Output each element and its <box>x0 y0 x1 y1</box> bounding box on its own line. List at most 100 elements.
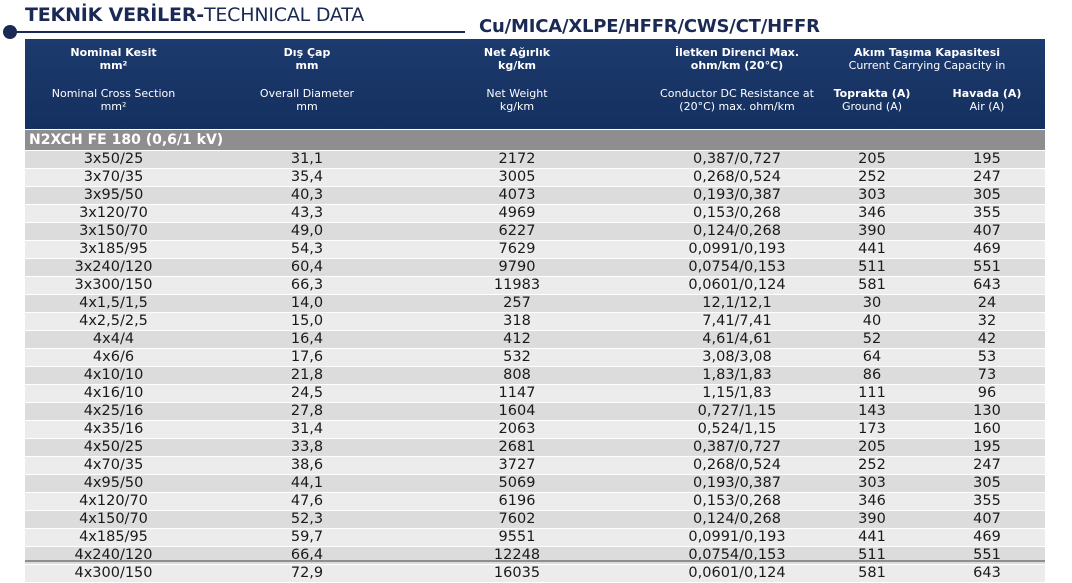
cell-weight: 4969 <box>498 205 536 221</box>
page-title-bold: TEKNİK VERİLER- <box>25 4 204 26</box>
cell-weight: 412 <box>503 331 531 347</box>
cell-weight: 7629 <box>498 241 536 257</box>
cell-cross-section: 4x10/10 <box>83 367 144 383</box>
cell-diameter: 21,8 <box>290 367 324 383</box>
table-row: 3x50/25 31,1 2172 0,387/0,727 205 195 <box>25 151 1045 169</box>
table-row: 4x150/70 52,3 7602 0,124/0,268 390 407 <box>25 511 1045 529</box>
cell-air-capacity: 407 <box>973 511 1001 527</box>
table-row: 4x16/10 24,5 1147 1,15/1,83 111 96 <box>25 385 1045 403</box>
cell-weight: 2681 <box>498 439 536 455</box>
cell-air-capacity: 355 <box>973 493 1001 509</box>
cell-resistance: 0,524/1,15 <box>697 421 777 437</box>
cell-diameter: 24,5 <box>290 385 324 401</box>
cell-weight: 7602 <box>498 511 536 527</box>
header-resistance-en: Conductor DC Resistance at <box>660 87 814 100</box>
cell-air-capacity: 160 <box>973 421 1001 437</box>
table-row: 4x2,5/2,5 15,0 318 7,41/7,41 40 32 <box>25 313 1045 331</box>
cell-diameter: 66,4 <box>290 547 324 563</box>
cell-weight: 9790 <box>498 259 536 275</box>
header-capacity: Akım Taşıma Kapasitesi Current Carrying … <box>812 46 1042 72</box>
cell-ground-capacity: 346 <box>858 205 886 221</box>
cell-weight: 1147 <box>498 385 536 401</box>
cell-resistance: 0,0991/0,193 <box>688 241 786 257</box>
cell-diameter: 38,6 <box>290 457 324 473</box>
cell-cross-section: 4x35/16 <box>83 421 144 437</box>
header-weight-en-unit: kg/km <box>499 100 535 113</box>
table-row: 4x120/70 47,6 6196 0,153/0,268 346 355 <box>25 493 1045 511</box>
header-nominal-section: Nominal Kesit mm² Nominal Cross Section … <box>25 46 202 113</box>
cell-diameter: 43,3 <box>290 205 324 221</box>
cell-weight: 2172 <box>498 151 536 167</box>
cell-diameter: 15,0 <box>290 313 324 329</box>
table-row: 3x120/70 43,3 4969 0,153/0,268 346 355 <box>25 205 1045 223</box>
table-row: 4x6/6 17,6 532 3,08/3,08 64 53 <box>25 349 1045 367</box>
cell-resistance: 0,193/0,387 <box>693 187 781 203</box>
cell-diameter: 59,7 <box>290 529 324 545</box>
cell-resistance: 3,08/3,08 <box>702 349 772 365</box>
cell-ground-capacity: 441 <box>858 241 886 257</box>
cell-ground-capacity: 64 <box>862 349 882 365</box>
table-header: Nominal Kesit mm² Nominal Cross Section … <box>25 39 1045 129</box>
cell-weight: 4073 <box>498 187 536 203</box>
cell-weight: 3005 <box>498 169 536 185</box>
cell-resistance: 1,83/1,83 <box>702 367 772 383</box>
cell-diameter: 33,8 <box>290 439 324 455</box>
cell-weight: 16035 <box>493 565 541 581</box>
header-air-tr: Havada (A) <box>952 87 1022 100</box>
header-resistance-tr: İletken Direnci Max. <box>674 46 800 59</box>
header-capacity-tr: Akım Taşıma Kapasitesi <box>853 46 1001 59</box>
table-row: 4x10/10 21,8 808 1,83/1,83 86 73 <box>25 367 1045 385</box>
cell-ground-capacity: 511 <box>858 259 886 275</box>
cell-ground-capacity: 52 <box>862 331 882 347</box>
cell-resistance: 0,387/0,727 <box>693 439 781 455</box>
cell-resistance: 0,0601/0,124 <box>688 277 786 293</box>
cell-resistance: 0,268/0,524 <box>693 169 781 185</box>
table-row: 3x150/70 49,0 6227 0,124/0,268 390 407 <box>25 223 1045 241</box>
cell-weight: 6196 <box>498 493 536 509</box>
cell-air-capacity: 407 <box>973 223 1001 239</box>
table-row: 3x240/120 60,4 9790 0,0754/0,153 511 551 <box>25 259 1045 277</box>
cell-diameter: 31,4 <box>290 421 324 437</box>
cell-resistance: 0,153/0,268 <box>693 493 781 509</box>
header-weight-en: Net Weight <box>486 87 548 100</box>
cell-resistance: 0,268/0,524 <box>693 457 781 473</box>
cell-cross-section: 3x150/70 <box>79 223 148 239</box>
cell-cross-section: 3x185/95 <box>79 241 148 257</box>
cell-diameter: 40,3 <box>290 187 324 203</box>
cell-air-capacity: 247 <box>973 169 1001 185</box>
table-row: 3x70/35 35,4 3005 0,268/0,524 252 247 <box>25 169 1045 187</box>
cable-type-section-row: N2XCH FE 180 (0,6/1 kV) <box>25 130 1045 150</box>
cell-ground-capacity: 390 <box>858 223 886 239</box>
cell-air-capacity: 551 <box>973 547 1001 563</box>
table-row: 3x300/150 66,3 11983 0,0601/0,124 581 643 <box>25 277 1045 295</box>
header-weight-tr-unit: kg/km <box>498 59 536 72</box>
cell-weight: 6227 <box>498 223 536 239</box>
cell-resistance: 0,0754/0,153 <box>688 259 786 275</box>
cell-resistance: 0,727/1,15 <box>697 403 777 419</box>
table-row: 4x300/150 72,9 16035 0,0601/0,124 581 643 <box>25 565 1045 583</box>
technical-data-table: 3x50/25 31,1 2172 0,387/0,727 205 195 3x70/35 3… <box>25 151 1045 583</box>
cell-ground-capacity: 30 <box>862 295 882 311</box>
cell-ground-capacity: 252 <box>858 169 886 185</box>
cell-cross-section: 4x240/120 <box>74 547 153 563</box>
cell-cross-section: 4x95/50 <box>83 475 144 491</box>
header-diameter-en: Overall Diameter <box>259 87 355 100</box>
cell-air-capacity: 195 <box>973 151 1001 167</box>
cell-air-capacity: 247 <box>973 457 1001 473</box>
cell-resistance: 0,387/0,727 <box>693 151 781 167</box>
cell-air-capacity: 551 <box>973 259 1001 275</box>
cell-weight: 257 <box>503 295 531 311</box>
cell-air-capacity: 643 <box>973 277 1001 293</box>
table-row: 4x1,5/1,5 14,0 257 12,1/12,1 30 24 <box>25 295 1045 313</box>
cell-ground-capacity: 441 <box>858 529 886 545</box>
cell-air-capacity: 32 <box>977 313 997 329</box>
cell-air-capacity: 305 <box>973 475 1001 491</box>
table-row: 4x50/25 33,8 2681 0,387/0,727 205 195 <box>25 439 1045 457</box>
cell-diameter: 27,8 <box>290 403 324 419</box>
cell-resistance: 12,1/12,1 <box>702 295 772 311</box>
cell-cross-section: 4x2,5/2,5 <box>79 313 148 329</box>
cell-resistance: 0,124/0,268 <box>693 511 781 527</box>
cell-diameter: 54,3 <box>290 241 324 257</box>
table-row: 4x25/16 27,8 1604 0,727/1,15 143 130 <box>25 403 1045 421</box>
page-title: TEKNİK VERİLER-TECHNICAL DATA <box>25 4 364 26</box>
